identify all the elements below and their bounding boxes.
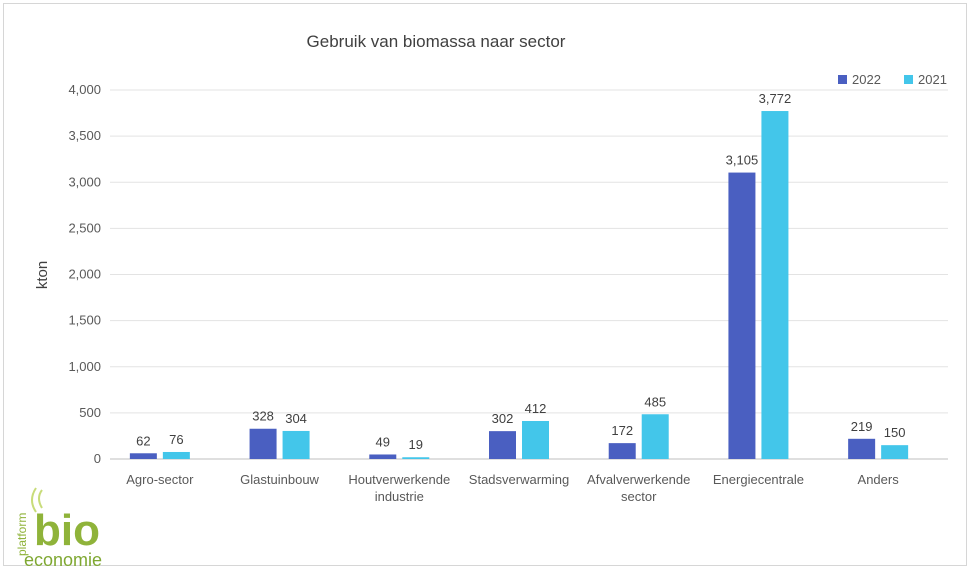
bar-2022	[369, 454, 397, 459]
data-label: 19	[409, 437, 423, 452]
y-tick-label: 0	[94, 451, 101, 466]
data-label: 302	[492, 411, 514, 426]
legend-label: 2022	[852, 72, 881, 87]
bar-2022	[249, 428, 277, 459]
x-tick-label: sector	[621, 489, 657, 504]
y-tick-label: 500	[79, 405, 101, 420]
y-tick-label: 3,500	[68, 128, 101, 143]
data-label: 76	[169, 432, 183, 447]
logo-arc-2	[38, 489, 43, 509]
legend-swatch	[904, 75, 913, 84]
logo-bio-text: bio	[34, 506, 100, 555]
bio-economie-logo: platform bio economie	[15, 487, 102, 570]
legend-swatch	[838, 75, 847, 84]
data-label: 62	[136, 433, 150, 448]
chart-title: Gebruik van biomassa naar sector	[307, 32, 566, 51]
bar-2022	[608, 443, 636, 459]
gridlines	[110, 89, 948, 460]
logo-economie-text: economie	[24, 550, 102, 570]
data-label: 172	[611, 423, 633, 438]
y-tick-label: 4,000	[68, 82, 101, 97]
data-label: 219	[851, 419, 873, 434]
data-label: 485	[644, 394, 666, 409]
data-labels: 62 76 328 304 49 19 302 412 172 485 3,105 3,772 219 1…	[136, 91, 905, 452]
bar-2021	[641, 414, 669, 459]
bar-2021	[402, 457, 430, 459]
data-label: 328	[252, 409, 274, 424]
bars	[129, 111, 909, 460]
chart-frame	[3, 3, 967, 566]
data-label: 3,772	[759, 91, 792, 106]
bar-2022	[489, 431, 516, 459]
bar-2022	[728, 172, 756, 459]
bar-2022	[129, 453, 157, 459]
x-tick-label: Houtverwerkende	[348, 472, 450, 487]
x-tick-label: Afvalverwerkende	[587, 472, 690, 487]
y-tick-label: 2,000	[68, 267, 101, 282]
y-tick-label: 1,500	[68, 313, 101, 328]
bar-2021	[282, 430, 310, 459]
data-label: 412	[525, 401, 547, 416]
x-tick-labels: Agro-sector Glastuinbouw Houtverwerkende in…	[126, 472, 899, 504]
legend: 2022 2021	[838, 72, 947, 87]
bar-2021	[162, 451, 190, 459]
data-label: 150	[884, 425, 906, 440]
y-tick-label: 1,000	[68, 359, 101, 374]
bar-2021	[522, 420, 549, 459]
y-tick-label: 3,000	[68, 174, 101, 189]
x-tick-label: Glastuinbouw	[240, 472, 319, 487]
x-tick-label: Stadsverwarming	[469, 472, 569, 487]
x-tick-label: Agro-sector	[126, 472, 194, 487]
logo-arc-1	[31, 487, 37, 513]
logo-platform-text: platform	[15, 513, 29, 556]
legend-label: 2021	[918, 72, 947, 87]
bar-2022	[848, 438, 876, 459]
bar-2021	[761, 111, 789, 460]
x-tick-label: Energiecentrale	[713, 472, 804, 487]
y-axis-label: kton	[34, 261, 51, 289]
y-tick-labels: 0 500 1,000 1,500 2,000 2,500 3,000 3,500 4,000	[68, 82, 101, 466]
data-label: 49	[376, 434, 390, 449]
x-tick-label: industrie	[375, 489, 424, 504]
data-label: 304	[285, 411, 307, 426]
data-label: 3,105	[726, 153, 759, 168]
x-tick-label: Anders	[858, 472, 900, 487]
y-tick-label: 2,500	[68, 220, 101, 235]
bar-2021	[881, 445, 909, 459]
